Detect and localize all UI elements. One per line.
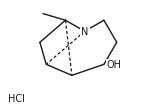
Text: OH: OH xyxy=(106,60,121,70)
Text: N: N xyxy=(81,27,88,37)
Text: HCl: HCl xyxy=(8,94,25,104)
